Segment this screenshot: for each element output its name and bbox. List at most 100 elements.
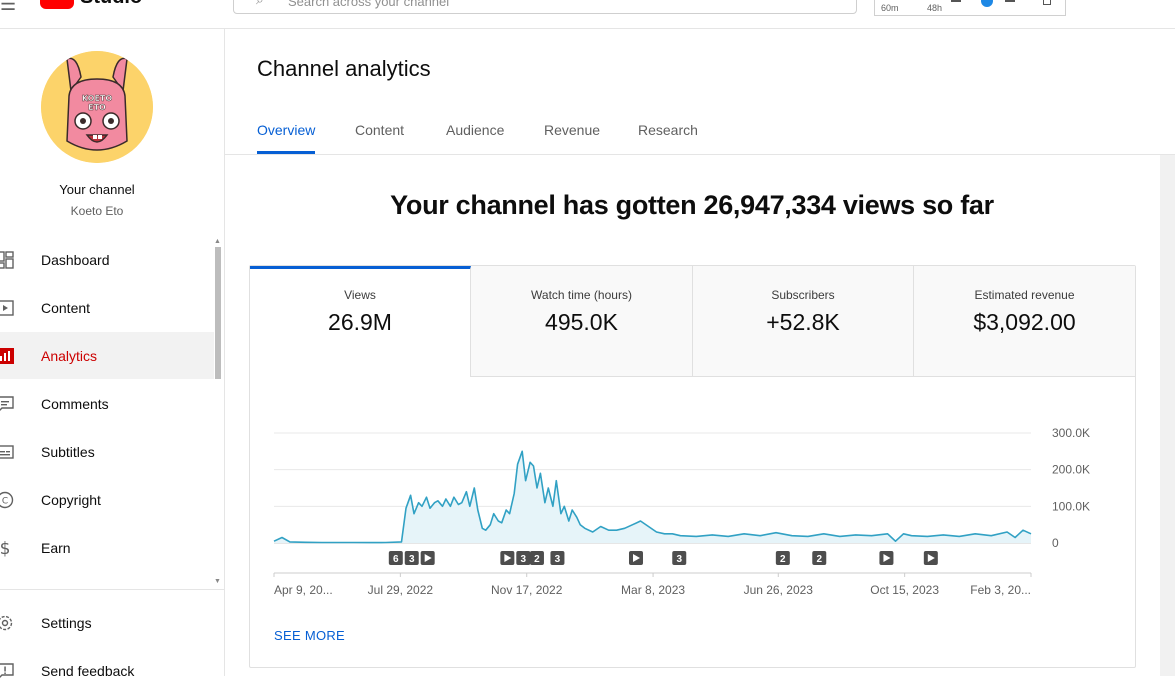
metric-label: Estimated revenue bbox=[974, 288, 1075, 302]
sidebar-item-comments[interactable]: Comments bbox=[0, 380, 214, 427]
menu-icon[interactable]: ☰ bbox=[0, 0, 17, 14]
play-icon bbox=[424, 554, 432, 562]
metric-value: 26.9M bbox=[328, 309, 392, 335]
sidebar-item-label: Content bbox=[41, 299, 91, 316]
play-icon bbox=[883, 554, 891, 562]
top-bar: ☰ Studio ⌕ Search across your channel 60… bbox=[0, 0, 1175, 29]
gear-icon bbox=[0, 614, 14, 632]
x-tick-label: Mar 8, 2023 bbox=[621, 583, 685, 597]
tab-overview[interactable]: Overview bbox=[257, 122, 316, 138]
sidebar: KOETO ETO Your channel Koeto Eto Dashboa… bbox=[0, 29, 225, 679]
your-channel-label: Your channel bbox=[59, 182, 135, 197]
metric-tab-subscribers[interactable]: Subscribers +52.8K bbox=[693, 266, 914, 377]
chart-marker bbox=[672, 551, 687, 565]
search-icon: ⌕ bbox=[256, 0, 264, 8]
realtime-label-48h: 48h bbox=[927, 3, 943, 13]
y-tick-label: 200.0K bbox=[1052, 463, 1090, 477]
sidebar-item-label: Dashboard bbox=[41, 251, 110, 268]
dashboard-icon bbox=[0, 250, 14, 269]
realtime-bar-icon bbox=[1005, 0, 1015, 2]
series-area bbox=[274, 451, 1031, 543]
avatar[interactable]: KOETO ETO bbox=[41, 51, 153, 163]
scroll-down-icon[interactable]: ▼ bbox=[214, 578, 221, 585]
svg-text:ETO: ETO bbox=[88, 103, 106, 112]
sidebar-item-label: Copyright bbox=[41, 491, 101, 508]
y-tick-label: 300.0K bbox=[1052, 426, 1090, 440]
chart-marker-label: 3 bbox=[555, 554, 561, 565]
active-tab-indicator bbox=[257, 151, 315, 154]
sidebar-item-settings[interactable]: Settings bbox=[0, 599, 214, 646]
y-tick-label: 0 bbox=[1052, 536, 1059, 550]
chart-marker-label: 6 bbox=[393, 554, 399, 565]
chart-marker-label: 2 bbox=[534, 554, 540, 565]
metric-tab-watch-time[interactable]: Watch time (hours) 495.0K bbox=[471, 266, 693, 377]
search-placeholder: Search across your channel bbox=[288, 0, 450, 9]
sidebar-item-copyright[interactable]: C Copyright bbox=[0, 476, 214, 523]
sidebar-divider bbox=[0, 589, 224, 590]
page-scrollbar[interactable] bbox=[1160, 155, 1175, 676]
youtube-logo-icon bbox=[40, 0, 74, 9]
comments-icon bbox=[0, 395, 14, 413]
chart-marker-label: 2 bbox=[816, 554, 822, 565]
sidebar-item-analytics[interactable]: Analytics bbox=[0, 332, 214, 379]
sidebar-item-dashboard[interactable]: Dashboard bbox=[0, 236, 214, 283]
chart-marker-label: 3 bbox=[521, 554, 527, 565]
x-tick-label: Feb 3, 20... bbox=[970, 583, 1031, 597]
realtime-box-icon bbox=[1043, 0, 1051, 5]
feedback-icon bbox=[0, 662, 14, 680]
earn-icon: $ bbox=[0, 539, 14, 557]
metric-tab-estimated-revenue[interactable]: Estimated revenue $3,092.00 bbox=[914, 266, 1135, 377]
tab-revenue[interactable]: Revenue bbox=[544, 122, 601, 138]
total-views-headline: Your channel has gotten 26,947,334 views… bbox=[390, 190, 994, 220]
analytics-icon bbox=[0, 347, 14, 365]
realtime-dot-icon bbox=[981, 0, 993, 7]
metric-value: $3,092.00 bbox=[973, 309, 1076, 335]
channel-avatar-image: KOETO ETO bbox=[41, 51, 153, 163]
metric-label: Watch time (hours) bbox=[531, 288, 632, 302]
sidebar-item-earn[interactable]: $ Earn bbox=[0, 524, 214, 571]
chart-marker bbox=[529, 551, 544, 565]
overview-card: Views 26.9M Watch time (hours) 495.0K Su… bbox=[249, 265, 1136, 668]
svg-text:$: $ bbox=[0, 539, 10, 557]
brand-name: Studio bbox=[80, 0, 142, 9]
sidebar-item-label: Earn bbox=[41, 539, 71, 556]
studio-logo[interactable]: Studio bbox=[40, 0, 142, 10]
sidebar-item-subtitles[interactable]: Subtitles bbox=[0, 428, 214, 475]
page-title: Channel analytics bbox=[257, 56, 431, 81]
x-tick-label: Apr 9, 20... bbox=[274, 583, 333, 597]
sidebar-item-label: Comments bbox=[41, 395, 109, 412]
play-icon bbox=[927, 554, 935, 562]
x-tick-label: Jun 26, 2023 bbox=[744, 583, 814, 597]
tab-research[interactable]: Research bbox=[638, 122, 698, 138]
chart-marker bbox=[775, 551, 790, 565]
sidebar-item-content[interactable]: Content bbox=[0, 284, 214, 331]
sidebar-item-label: Subtitles bbox=[41, 443, 95, 460]
sidebar-scrollbar[interactable] bbox=[215, 247, 221, 379]
chart-marker bbox=[404, 551, 419, 565]
chart-marker bbox=[388, 551, 403, 565]
subtitles-icon bbox=[0, 443, 14, 461]
svg-text:KOETO: KOETO bbox=[82, 94, 113, 103]
chart-marker bbox=[516, 551, 531, 565]
tab-audience[interactable]: Audience bbox=[446, 122, 505, 138]
realtime-bar-icon bbox=[951, 0, 961, 2]
see-more-link[interactable]: SEE MORE bbox=[274, 628, 346, 643]
metric-label: Subscribers bbox=[771, 288, 835, 302]
chart-marker bbox=[812, 551, 827, 565]
play-icon bbox=[632, 554, 640, 562]
realtime-widget[interactable]: 60m 48h bbox=[874, 0, 1066, 16]
search-box[interactable]: ⌕ Search across your channel bbox=[233, 0, 857, 14]
channel-name: Koeto Eto bbox=[70, 204, 124, 218]
scroll-up-icon[interactable]: ▲ bbox=[214, 238, 221, 245]
x-tick-label: Oct 15, 2023 bbox=[870, 583, 939, 597]
y-tick-label: 100.0K bbox=[1052, 499, 1090, 513]
series-line bbox=[273, 450, 1032, 544]
svg-text:C: C bbox=[2, 496, 8, 506]
realtime-label-60m: 60m bbox=[881, 3, 899, 13]
tab-content[interactable]: Content bbox=[355, 122, 405, 138]
metric-tab-views[interactable]: Views 26.9M bbox=[250, 266, 471, 377]
sidebar-item-send-feedback[interactable]: Send feedback bbox=[0, 647, 214, 694]
copyright-icon: C bbox=[0, 491, 14, 509]
x-tick-label: Nov 17, 2022 bbox=[491, 583, 563, 597]
